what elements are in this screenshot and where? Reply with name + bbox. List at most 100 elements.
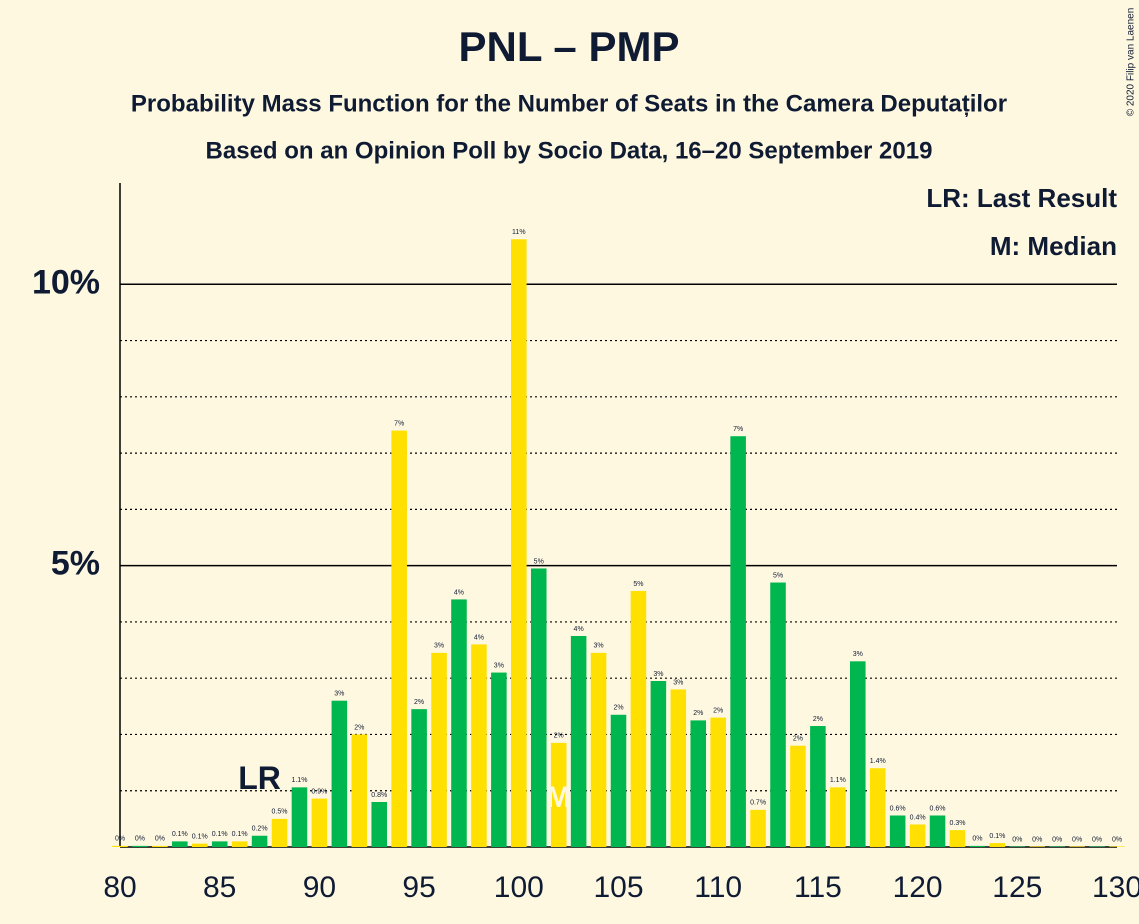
data-label: 3% [853,651,863,658]
bar [1029,846,1046,847]
data-label: 0% [115,836,125,843]
x-tick-label: 110 [694,871,742,904]
data-label: 7% [394,420,404,427]
data-label: 0.1% [989,833,1005,840]
data-label: 4% [454,589,464,596]
bar [889,815,906,847]
bar [152,845,168,847]
x-tick-label: 95 [402,871,435,904]
bar [311,798,328,847]
bar [989,843,1006,847]
data-label: 0% [1052,836,1062,843]
data-label: 0.1% [232,831,248,838]
y-tick-label: 10% [32,263,100,301]
bar [191,843,208,847]
data-label: 0% [1092,836,1102,843]
bar [730,436,746,847]
data-label: 0% [1012,836,1022,843]
chart-subtitle: Based on an Opinion Poll by Socio Data, … [206,137,933,164]
data-label: 3% [673,679,683,686]
bar [251,835,268,847]
bar [1109,846,1125,847]
data-label: 1.4% [870,758,886,765]
bar [530,568,547,847]
annotation: LR [238,760,281,796]
bar [909,824,926,847]
bar [949,830,966,847]
bar [112,845,128,847]
bar [650,681,667,847]
data-label: 11% [512,229,526,236]
data-label: 7% [733,426,743,433]
bar [211,841,228,847]
data-label: 2% [713,707,723,714]
chart-title: PNL – PMP [459,23,680,70]
data-label: 1.1% [830,777,846,784]
data-label: 1.1% [291,777,307,784]
data-label: 2% [414,699,424,706]
data-label: 3% [653,671,663,678]
bar [331,700,348,847]
bar [750,809,766,847]
data-label: 0% [155,836,165,843]
bar [570,635,587,847]
data-label: 0.4% [910,814,926,821]
data-label: 4% [474,634,484,641]
data-label: 2% [554,733,564,740]
x-tick-label: 130 [1092,871,1139,904]
bar [969,845,986,847]
data-label: 0.8% [371,792,387,799]
data-label: 0.3% [949,820,965,827]
bar [610,714,627,847]
x-tick-label: 80 [103,871,136,904]
annotation: M [546,781,571,814]
legend-entry: LR: Last Result [926,183,1117,213]
data-label: 0.7% [750,800,766,807]
data-label: 0.2% [252,826,268,833]
data-label: 5% [534,558,544,565]
bar [132,845,148,847]
bar [590,652,607,847]
bar [1009,846,1026,847]
x-tick-label: 105 [593,871,643,904]
bar [1089,846,1105,847]
bar [1069,846,1085,847]
x-tick-label: 90 [303,871,336,904]
copyright: © 2020 Filip van Laenen [1126,8,1137,117]
legend-entry: M: Median [990,231,1117,261]
data-label: 0% [1032,836,1042,843]
bar [391,430,407,847]
x-tick-label: 125 [992,871,1042,904]
data-label: 0% [1112,836,1122,843]
data-label: 0.1% [172,831,188,838]
bar [1049,846,1065,847]
data-label: 0.5% [272,809,288,816]
bar [491,672,507,847]
x-tick-label: 100 [494,871,544,904]
data-label: 5% [773,572,783,579]
data-label: 0.6% [930,805,946,812]
bar [291,787,308,847]
data-label: 0% [1072,836,1082,843]
bar [451,599,467,847]
bar [790,745,806,847]
x-tick-label: 120 [893,871,943,904]
x-tick-label: 115 [794,871,842,904]
bar [830,787,846,847]
data-label: 0.1% [212,831,228,838]
bar [550,742,567,847]
bar [630,590,647,847]
bar [351,734,368,847]
bar [371,801,387,847]
bar [431,652,447,847]
data-label: 3% [434,643,444,650]
data-label: 5% [633,581,643,588]
bar [471,644,487,847]
data-label: 2% [613,705,623,712]
data-label: 2% [354,724,364,731]
bar [271,818,288,847]
bar [511,239,527,847]
data-label: 0.9% [311,788,327,795]
bar [929,815,946,847]
